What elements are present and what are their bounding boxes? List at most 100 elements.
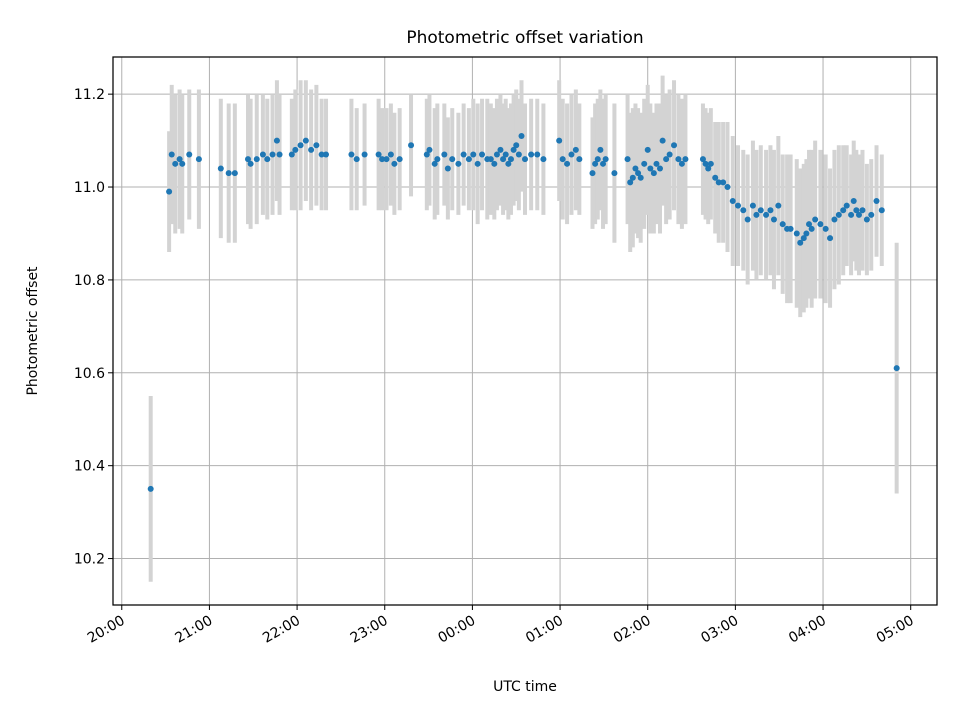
- data-point: [449, 156, 456, 163]
- data-point: [853, 207, 860, 214]
- data-point: [308, 146, 315, 153]
- data-point: [276, 151, 283, 158]
- data-point: [444, 165, 451, 172]
- data-point: [787, 225, 794, 232]
- data-point: [383, 156, 390, 163]
- data-point: [803, 230, 810, 237]
- data-point: [507, 156, 514, 163]
- data-point: [244, 156, 251, 163]
- data-point: [855, 211, 862, 218]
- data-point: [273, 137, 280, 144]
- data-point: [225, 170, 232, 177]
- data-point: [391, 160, 398, 167]
- data-point: [868, 211, 875, 218]
- data-point: [487, 156, 494, 163]
- data-point: [515, 151, 522, 158]
- data-point: [168, 151, 175, 158]
- data-point: [470, 151, 477, 158]
- data-point: [627, 179, 634, 186]
- y-axis: 10.2 10.4 10.6 10.8 11.0 11.2: [74, 87, 113, 568]
- data-point: [534, 151, 541, 158]
- data-point: [568, 151, 575, 158]
- data-point: [775, 202, 782, 209]
- data-point: [441, 151, 448, 158]
- data-point: [426, 146, 433, 153]
- data-point: [292, 146, 299, 153]
- data-point: [744, 216, 751, 223]
- data-point: [893, 365, 900, 372]
- data-point: [313, 142, 320, 149]
- data-point: [817, 221, 824, 228]
- data-point: [269, 151, 276, 158]
- data-point: [564, 160, 571, 167]
- data-point: [396, 156, 403, 163]
- y-tick-label: 11.2: [74, 87, 105, 103]
- data-point: [812, 216, 819, 223]
- data-point: [624, 156, 631, 163]
- data-point: [434, 156, 441, 163]
- data-point: [843, 202, 850, 209]
- data-point: [632, 165, 639, 172]
- data-point: [637, 174, 644, 181]
- data-point: [715, 179, 722, 186]
- data-point: [729, 197, 736, 204]
- data-point: [840, 207, 847, 214]
- data-point: [297, 142, 304, 149]
- data-point: [493, 151, 500, 158]
- data-point: [323, 151, 330, 158]
- data-point: [479, 151, 486, 158]
- data-point: [600, 160, 607, 167]
- data-point: [656, 165, 663, 172]
- data-point: [186, 151, 193, 158]
- plot-frame: [112, 56, 938, 606]
- data-point: [172, 160, 179, 167]
- data-point: [720, 179, 727, 186]
- data-point: [264, 156, 271, 163]
- x-axis-label: UTC time: [493, 679, 557, 695]
- data-point: [361, 151, 368, 158]
- data-point: [863, 216, 870, 223]
- data-point: [247, 160, 254, 167]
- data-points: [147, 132, 900, 492]
- data-point: [460, 151, 467, 158]
- data-point: [288, 151, 295, 158]
- y-tick-label: 10.4: [74, 459, 105, 475]
- data-point: [682, 156, 689, 163]
- data-point: [505, 160, 512, 167]
- data-point: [423, 151, 430, 158]
- data-point: [793, 230, 800, 237]
- data-point: [735, 202, 742, 209]
- data-point: [675, 156, 682, 163]
- data-point: [500, 156, 507, 163]
- y-tick-label: 10.2: [74, 552, 105, 568]
- data-point: [848, 211, 855, 218]
- data-point: [528, 151, 535, 158]
- data-point: [878, 207, 885, 214]
- data-point: [641, 160, 648, 167]
- data-point: [712, 174, 719, 181]
- data-point: [800, 235, 807, 242]
- data-point: [827, 235, 834, 242]
- data-point: [859, 207, 866, 214]
- data-point: [559, 156, 566, 163]
- data-point: [753, 211, 760, 218]
- data-point: [659, 137, 666, 144]
- data-point: [644, 146, 651, 153]
- data-point: [353, 156, 360, 163]
- data-point: [510, 146, 517, 153]
- data-point: [666, 151, 673, 158]
- data-point: [705, 165, 712, 172]
- data-point: [540, 156, 547, 163]
- data-point: [702, 160, 709, 167]
- data-point: [431, 160, 438, 167]
- data-point: [387, 151, 394, 158]
- y-tick-label: 10.6: [74, 366, 105, 382]
- data-point: [166, 188, 173, 195]
- data-point: [779, 221, 786, 228]
- chart-title: Photometric offset variation: [406, 28, 643, 48]
- data-point: [253, 156, 260, 163]
- y-axis-label: Photometric offset: [25, 266, 41, 396]
- data-point: [522, 156, 528, 163]
